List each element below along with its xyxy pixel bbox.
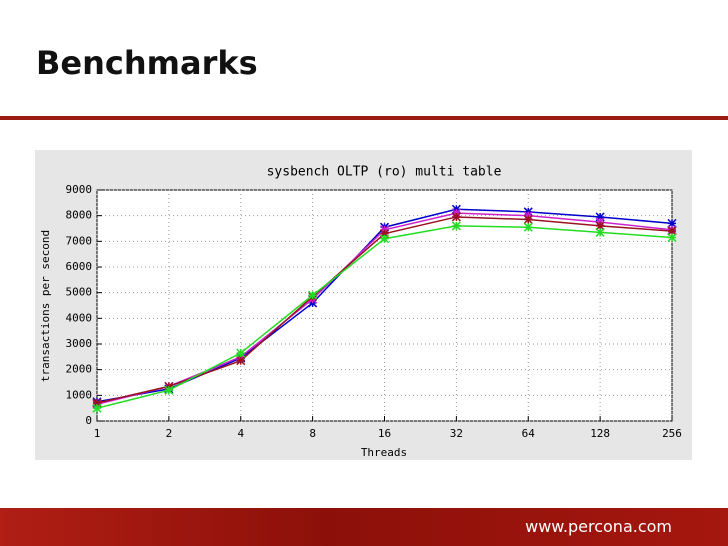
y-tick-label: 9000 bbox=[66, 183, 93, 196]
point-marker bbox=[667, 218, 677, 228]
point-marker bbox=[308, 290, 318, 300]
x-tick-label: 1 bbox=[94, 427, 101, 440]
x-axis-label: Threads bbox=[361, 446, 407, 459]
point-marker bbox=[236, 356, 246, 366]
point-marker bbox=[92, 398, 102, 408]
footer: www.percona.com bbox=[0, 508, 728, 546]
chart-title: sysbench OLTP (ro) multi table bbox=[267, 165, 502, 180]
x-tick-label: 64 bbox=[522, 427, 536, 440]
point-marker bbox=[595, 221, 605, 231]
point-marker bbox=[379, 229, 390, 239]
footer-url: www.percona.com bbox=[525, 517, 672, 536]
y-tick-label: 6000 bbox=[66, 260, 93, 273]
point-marker bbox=[451, 221, 461, 231]
x-tick-label: 4 bbox=[237, 427, 244, 440]
point-marker bbox=[164, 385, 174, 395]
x-tick-label: 128 bbox=[590, 427, 610, 440]
y-tick-label: 3000 bbox=[66, 337, 93, 350]
point-marker bbox=[667, 226, 677, 236]
point-marker bbox=[595, 227, 605, 237]
title-rule bbox=[0, 116, 728, 120]
point-marker bbox=[451, 212, 461, 222]
y-tick-label: 5000 bbox=[66, 286, 93, 299]
y-tick-label: 4000 bbox=[66, 311, 93, 324]
y-axis-label: transactions per second bbox=[39, 230, 52, 382]
y-tick-label: 2000 bbox=[66, 363, 93, 376]
point-marker bbox=[92, 403, 102, 413]
y-tick-label: 7000 bbox=[66, 234, 93, 247]
y-tick-label: 8000 bbox=[66, 209, 93, 222]
point-marker bbox=[523, 214, 533, 225]
slide-title: Benchmarks bbox=[36, 44, 258, 82]
point-marker bbox=[667, 232, 677, 243]
x-tick-label: 2 bbox=[166, 427, 173, 440]
y-tick-label: 0 bbox=[85, 414, 92, 427]
point-marker bbox=[595, 212, 605, 222]
point-marker bbox=[379, 234, 390, 244]
point-marker bbox=[523, 222, 533, 232]
x-tick-label: 32 bbox=[450, 427, 463, 440]
point-marker bbox=[236, 348, 246, 358]
x-tick-label: 256 bbox=[662, 427, 682, 440]
x-tick-label: 16 bbox=[378, 427, 391, 440]
x-tick-label: 8 bbox=[309, 427, 316, 440]
y-tick-label: 1000 bbox=[66, 388, 93, 401]
